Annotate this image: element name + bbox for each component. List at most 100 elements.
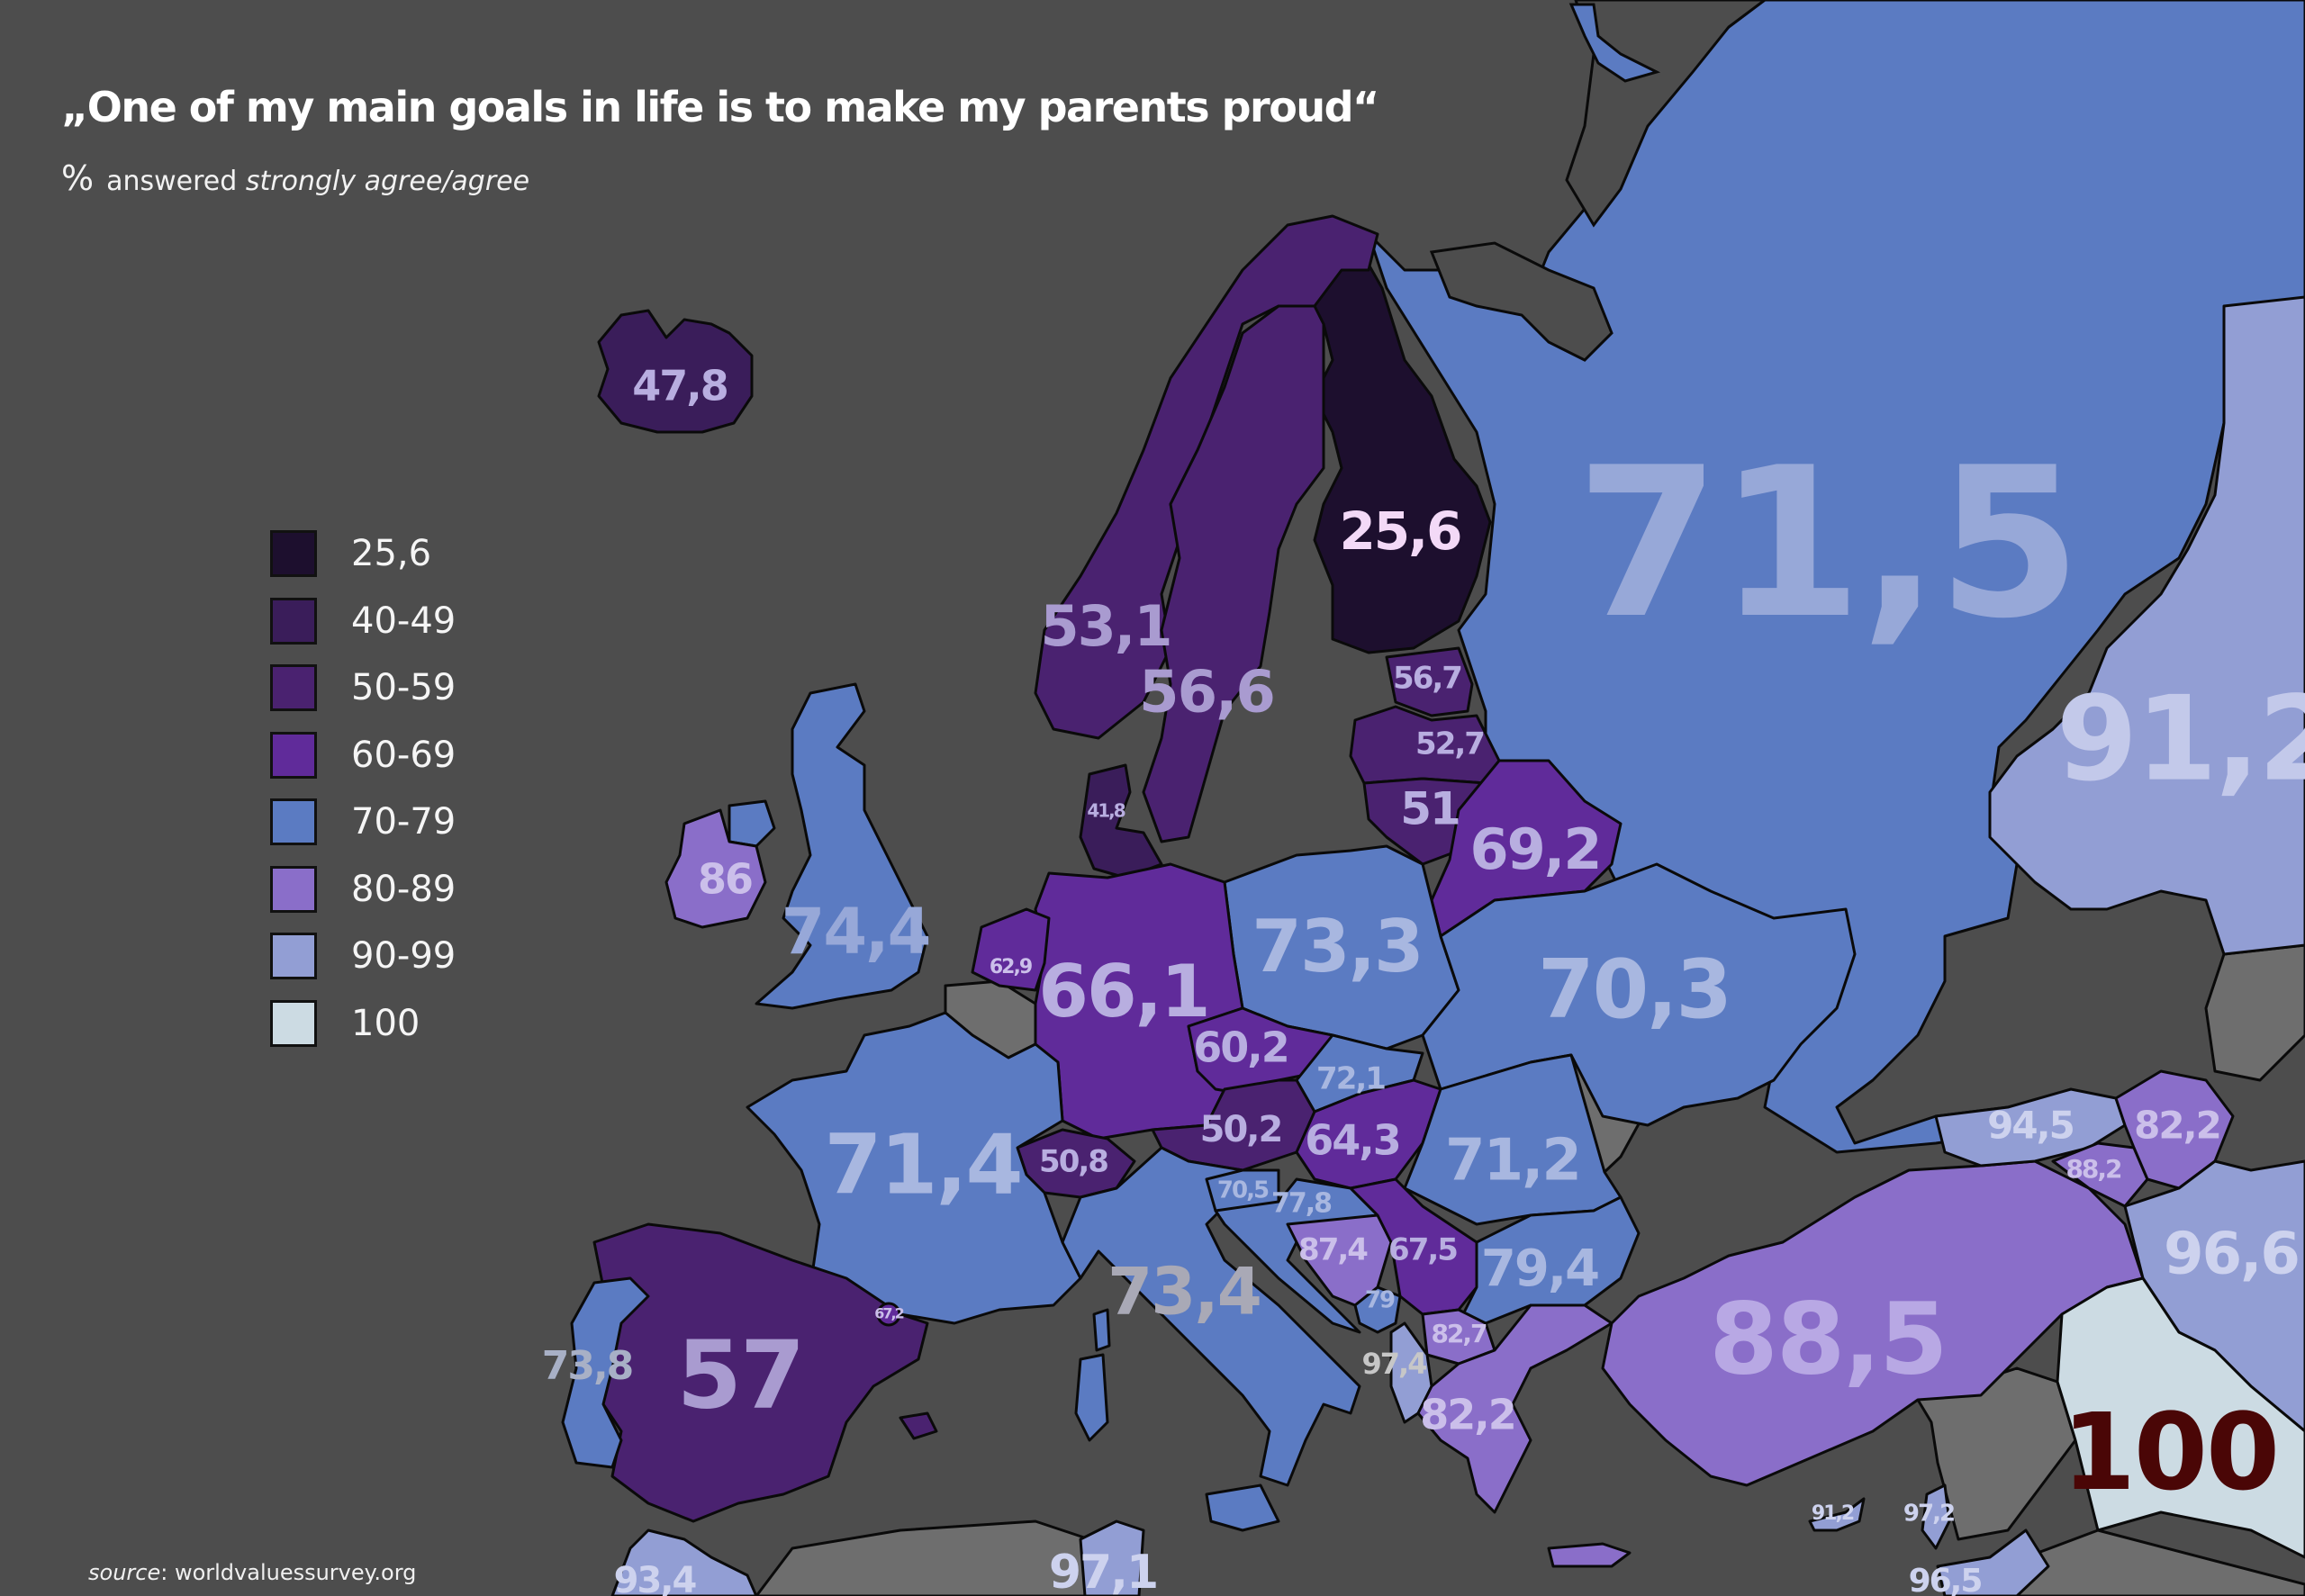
- value-label-sweden: 56,6: [1139, 660, 1274, 726]
- legend-item: 90-99: [270, 923, 456, 990]
- norway: [1034, 214, 1379, 740]
- greece: [1416, 1303, 1614, 1514]
- legend-swatch: [270, 731, 317, 779]
- kazakhstan: [1988, 295, 2305, 956]
- value-label-lithuania: 51: [1400, 783, 1460, 835]
- value-label-jordan: 96,5: [1909, 1563, 1982, 1596]
- france: [746, 1011, 1082, 1325]
- legend-label: 70-79: [351, 801, 456, 843]
- value-label-latvia: 52,7: [1415, 726, 1484, 762]
- value-label-serbia: 67,5: [1388, 1232, 1457, 1268]
- bulgaria: [1461, 1195, 1641, 1325]
- lebanon: [1921, 1483, 1951, 1550]
- legend-label: 100: [351, 1002, 420, 1044]
- no-data-land: [755, 943, 2305, 1596]
- corsica: [1092, 1308, 1111, 1352]
- source-text: : worldvaluessurvey.org: [160, 1560, 417, 1585]
- subtitle-emphasis: strongly agree/agree: [245, 166, 530, 197]
- crete: [1547, 1542, 1632, 1568]
- value-label-slovakia: 72,1: [1316, 1061, 1385, 1097]
- value-label-iraq: 100: [2062, 1390, 2278, 1514]
- legend: 25,6 40-49 50-59 60-69 70-79 80-89 90-99…: [270, 520, 456, 1057]
- georgia: [1934, 1087, 2127, 1168]
- libya-algeria: [755, 1519, 1096, 1596]
- serbia: [1349, 1177, 1478, 1316]
- value-label-lebanon: 97,2: [1903, 1501, 1954, 1528]
- value-label-slovenia: 70,5: [1217, 1177, 1269, 1204]
- value-label-russia: 71,5: [1576, 424, 2079, 664]
- value-label-uk: 74,4: [782, 895, 930, 969]
- value-label-estonia: 56,7: [1393, 661, 1461, 697]
- value-label-ukraine: 70,3: [1538, 942, 1731, 1037]
- value-label-italy: 73,4: [1107, 1254, 1261, 1330]
- andorra: [876, 1302, 901, 1327]
- legend-swatch: [270, 865, 317, 913]
- legend-swatch: [270, 597, 317, 645]
- legend-label: 80-89: [351, 868, 456, 910]
- subtitle-text: answered: [106, 166, 238, 197]
- estonia: [1385, 646, 1474, 717]
- value-label-albania: 97,4: [1362, 1347, 1427, 1381]
- value-label-azerbaijan: 82,2: [2134, 1104, 2220, 1148]
- source-prefix: source: [88, 1560, 161, 1585]
- value-label-iceland: 47,8: [632, 362, 728, 410]
- morocco: [610, 1528, 758, 1596]
- map-title: „One of my main goals in life is to make…: [61, 83, 1379, 131]
- legend-swatch: [270, 999, 317, 1047]
- value-label-greece: 82,2: [1420, 1391, 1515, 1439]
- legend-label: 25,6: [351, 533, 432, 575]
- value-label-romania: 71,2: [1445, 1128, 1580, 1195]
- cyprus: [1808, 1497, 1866, 1532]
- value-label-denmark: 41,8: [1087, 800, 1125, 822]
- value-labels: 47,825,6 71,591,253,156,6 56,752,75169,241…: [542, 362, 2305, 1596]
- value-label-austria: 50,2: [1200, 1109, 1282, 1150]
- value-label-hungary: 64,3: [1305, 1116, 1400, 1165]
- sweden: [1142, 304, 1325, 843]
- value-label-switzerland: 50,8: [1039, 1144, 1107, 1180]
- legend-label: 50-59: [351, 667, 456, 709]
- value-label-finland: 25,6: [1339, 500, 1460, 562]
- denmark: [1079, 763, 1163, 879]
- white-sea: [1429, 241, 1614, 362]
- syria: [1916, 1366, 2077, 1541]
- value-label-czechia: 60,2: [1193, 1023, 1288, 1072]
- value-label-ireland: 86: [698, 855, 752, 904]
- value-label-germany: 66,1: [1038, 950, 1208, 1033]
- legend-item: 50-59: [270, 654, 456, 722]
- value-label-kazakhstan: 91,2: [2056, 671, 2305, 807]
- sicily: [1205, 1483, 1280, 1532]
- legend-label: 90-99: [351, 935, 456, 978]
- value-label-bosnia: 87,4: [1298, 1232, 1368, 1268]
- montenegro: [1353, 1285, 1402, 1334]
- croatia: [1214, 1177, 1379, 1334]
- united-kingdom: [755, 682, 929, 1010]
- legend-item: 25,6: [270, 520, 456, 588]
- value-label-netherlands: 62,9: [990, 956, 1032, 978]
- tunisia: [1079, 1519, 1145, 1596]
- value-label-morocco: 93,4: [614, 1560, 696, 1596]
- value-label-portugal: 73,8: [542, 1343, 633, 1389]
- value-label-cyprus: 91,2: [1812, 1502, 1854, 1525]
- legend-item: 70-79: [270, 789, 456, 856]
- value-label-iran: 96,6: [2164, 1222, 2299, 1288]
- legend-swatch: [270, 798, 317, 846]
- value-label-poland: 73,3: [1252, 905, 1422, 988]
- value-label-montenegro: 79: [1365, 1287, 1395, 1314]
- legend-item: 40-49: [270, 588, 456, 655]
- portugal: [561, 1276, 650, 1469]
- value-label-tunisia: 97,1: [1049, 1546, 1157, 1596]
- legend-item: 80-89: [270, 856, 456, 924]
- value-label-georgia: 94,5: [1987, 1104, 2074, 1148]
- iraq: [2056, 1276, 2305, 1559]
- legend-swatch: [270, 530, 317, 578]
- legend-label: 60-69: [351, 734, 456, 776]
- legend-swatch: [270, 664, 317, 712]
- value-label-spain: 57: [677, 1320, 804, 1429]
- sardinia: [1074, 1353, 1109, 1442]
- value-label-turkey: 88,5: [1709, 1281, 1946, 1396]
- value-label-bulgaria: 79,4: [1481, 1240, 1598, 1298]
- value-label-france: 71,4: [825, 1116, 1022, 1213]
- source-credit: source: worldvaluessurvey.org: [88, 1560, 416, 1585]
- value-label-belarus: 69,2: [1470, 816, 1601, 882]
